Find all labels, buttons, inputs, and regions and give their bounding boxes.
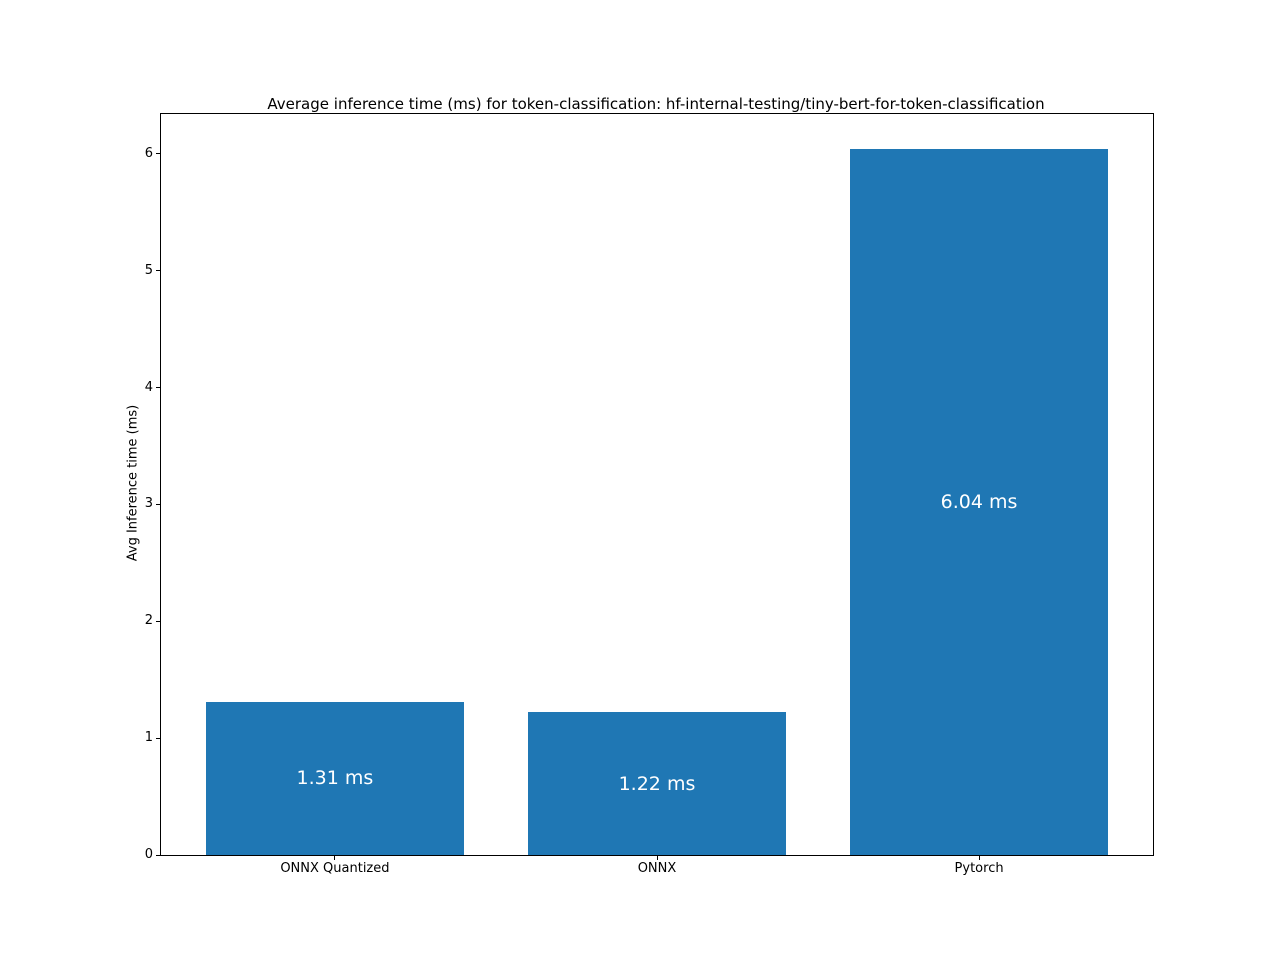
bar-value-label: 1.22 ms <box>618 772 696 795</box>
x-tick-label: Pytorch <box>954 861 1004 876</box>
y-tick-label: 2 <box>144 613 153 629</box>
x-tick-mark <box>656 856 658 860</box>
x-tick-label: ONNX Quantized <box>280 861 390 876</box>
y-tick-label: 5 <box>144 262 153 278</box>
y-tick-label: 4 <box>144 379 153 395</box>
bar-pytorch: 6.04 ms <box>850 149 1108 855</box>
y-tick-mark <box>156 270 160 272</box>
y-tick-label: 0 <box>144 847 153 862</box>
x-tick-mark <box>334 856 336 860</box>
y-tick-mark <box>156 503 160 505</box>
chart-title: Average inference time (ms) for token-cl… <box>267 95 1045 113</box>
bar-onnx-quantized: 1.31 ms <box>206 701 464 855</box>
y-tick-mark <box>156 854 160 856</box>
y-axis-label: Avg Inference time (ms) <box>125 404 141 562</box>
y-tick-mark <box>156 387 160 389</box>
bar-value-label: 6.04 ms <box>940 491 1018 514</box>
y-tick-mark <box>156 153 160 155</box>
bar-onnx: 1.22 ms <box>528 712 786 855</box>
x-tick-label: ONNX <box>637 861 677 876</box>
plot-area: 0 1 2 3 4 5 6 1.31 ms ONNX Quantized 1.22 ms ONNX 6… <box>145 113 1154 876</box>
bar-value-label: 1.31 ms <box>296 767 374 790</box>
x-tick-mark <box>978 856 980 860</box>
y-tick-label: 1 <box>144 730 153 746</box>
y-tick-label: 3 <box>144 496 153 512</box>
y-tick-mark <box>156 620 160 622</box>
y-tick-mark <box>156 737 160 739</box>
y-tick-label: 6 <box>144 145 153 161</box>
